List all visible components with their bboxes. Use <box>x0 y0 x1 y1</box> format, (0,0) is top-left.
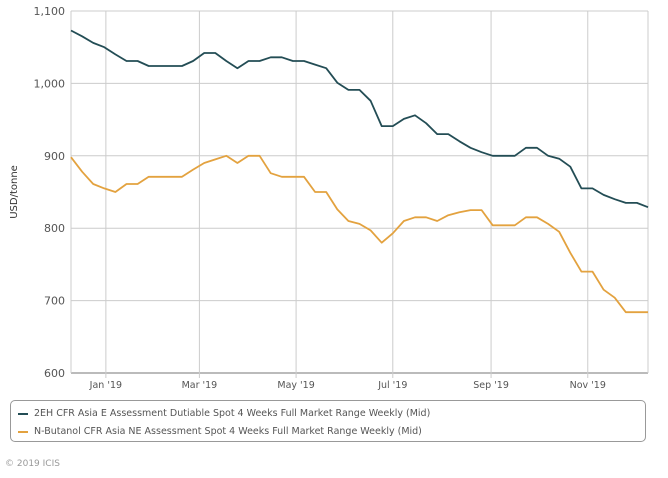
y-axis-label: USD/tonne <box>9 165 20 219</box>
x-tick-label: May '19 <box>277 380 314 391</box>
y-axis-ticks: 600 700 800 900 1,000 1,100 <box>34 5 66 380</box>
series-line-1 <box>70 154 648 314</box>
series-line-0 <box>70 29 649 209</box>
line-chart: 600 700 800 900 1,000 1,100 Jan '19 Mar '19 May… <box>9 5 649 391</box>
y-tick-label: 700 <box>44 295 65 308</box>
y-tick-label: 1,100 <box>34 5 66 18</box>
x-tick-label: Nov '19 <box>570 380 606 391</box>
copyright: © 2019 ICIS <box>5 459 60 469</box>
y-tick-label: 900 <box>44 150 65 163</box>
y-tick-label: 800 <box>44 222 65 235</box>
x-tick-label: Jan '19 <box>89 380 122 391</box>
x-tick-label: Sep '19 <box>473 380 509 391</box>
legend-label: N-Butanol CFR Asia NE Assessment Spot 4 … <box>34 426 422 437</box>
legend-item-2eh[interactable]: 2EH CFR Asia E Assessment Dutiable Spot … <box>18 408 430 419</box>
x-tick-label: Jul '19 <box>377 380 407 391</box>
series-lines <box>70 29 649 314</box>
legend-item-n-butanol[interactable]: N-Butanol CFR Asia NE Assessment Spot 4 … <box>18 426 422 437</box>
legend-label: 2EH CFR Asia E Assessment Dutiable Spot … <box>34 408 431 419</box>
y-tick-label: 1,000 <box>34 77 66 90</box>
y-tick-label: 600 <box>44 367 65 380</box>
legend-swatch <box>18 412 28 415</box>
legend: 2EH CFR Asia E Assessment Dutiable Spot … <box>10 400 646 442</box>
grid <box>70 10 649 378</box>
x-tick-label: Mar '19 <box>182 380 218 391</box>
legend-swatch <box>18 430 28 433</box>
x-axis-ticks: Jan '19 Mar '19 May '19 Jul '19 Sep '19 Nov '… <box>89 380 606 391</box>
